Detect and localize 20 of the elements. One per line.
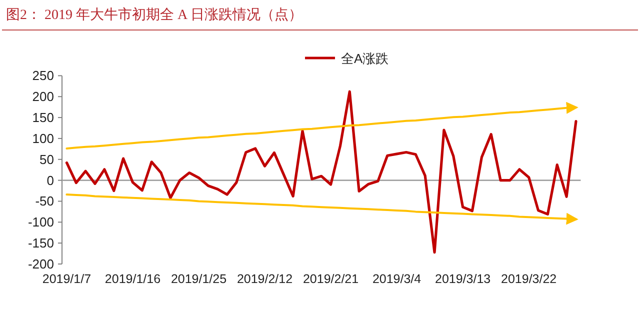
y-tick-label: 150: [32, 110, 54, 126]
y-tick-label: -150: [28, 236, 54, 251]
y-tick-label: 200: [32, 89, 54, 104]
chart-title: 图2： 2019 年大牛市初期全 A 日涨跌情况（点）: [6, 7, 302, 23]
x-tick-label: 2019/3/4: [372, 272, 422, 286]
y-tick-label: 50: [40, 152, 54, 167]
y-tick-label: 0: [46, 172, 54, 188]
y-tick-label: -100: [28, 214, 54, 230]
x-tick-label: 2019/2/12: [236, 272, 293, 286]
x-tick-label: 2019/3/22: [501, 272, 557, 286]
y-tick-label: 250: [32, 68, 54, 84]
x-tick-label: 2019/1/7: [42, 272, 92, 286]
x-tick-label: 2019/3/13: [435, 272, 491, 286]
y-tick-label: -50: [35, 194, 54, 209]
x-tick-label: 2019/1/25: [170, 272, 227, 286]
x-tick-label: 2019/1/16: [104, 272, 161, 286]
x-tick-label: 2019/2/21: [302, 272, 359, 286]
y-tick-label: 100: [32, 130, 54, 146]
legend-label: 全A涨跌: [341, 51, 389, 66]
y-tick-label: -200: [28, 256, 54, 272]
